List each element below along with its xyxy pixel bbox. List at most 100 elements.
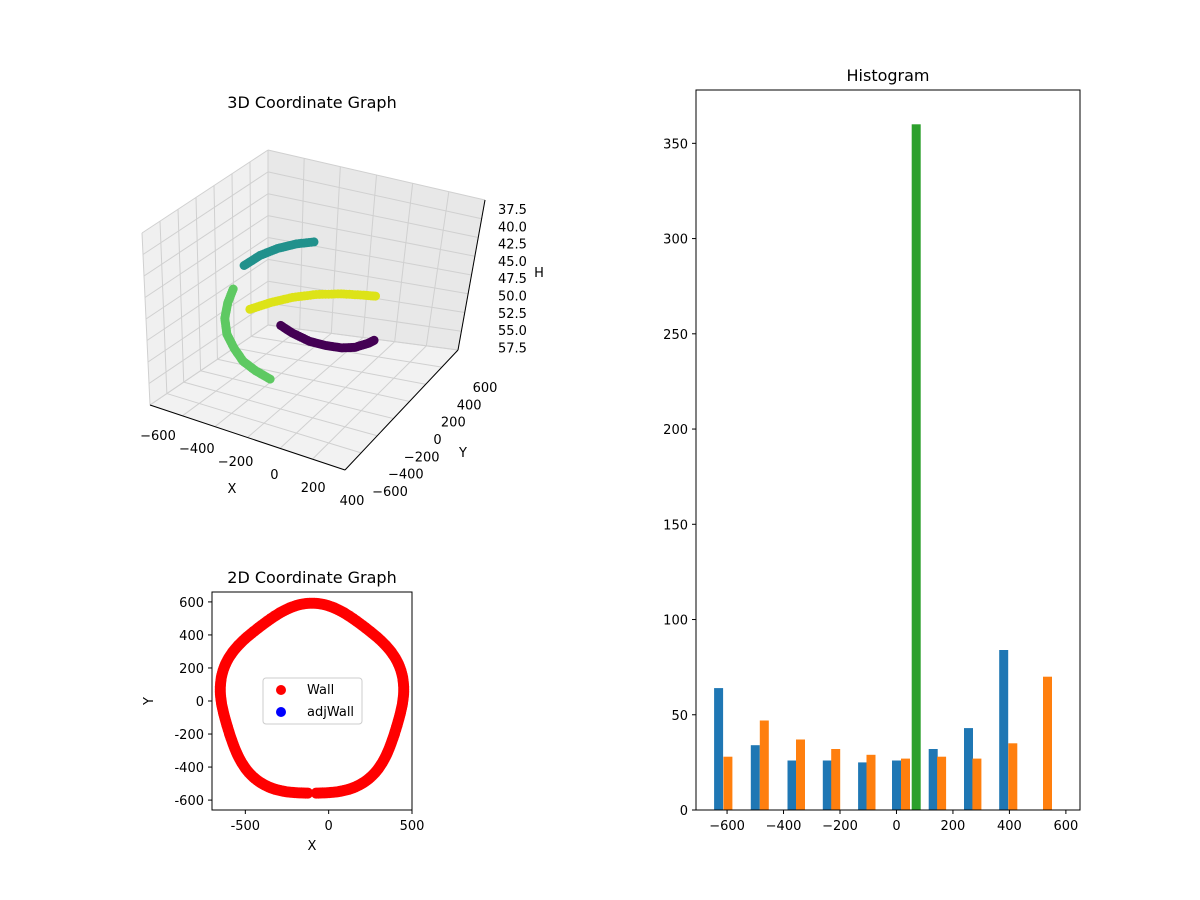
point-3d [371, 291, 380, 301]
y-tick-label: 400 [179, 629, 204, 644]
chart-3d-zlabel: H [534, 266, 544, 281]
chart-2d-ticks: -500 0 500 -600 -400 -200 0 200 400 600 [174, 596, 424, 834]
grid-line [279, 341, 396, 449]
chart-histogram-frame [695, 89, 1081, 811]
x-tick-label: 500 [400, 819, 425, 834]
grid-line [267, 149, 486, 201]
grid-line [145, 237, 269, 320]
chart-2d-marks [214, 597, 410, 799]
chart-3d-title: 3D Coordinate Graph [227, 93, 396, 112]
y-tick-label: -600 [174, 794, 204, 809]
point-3d [228, 284, 238, 294]
y-tick-label: 200 [179, 662, 204, 677]
chart-3d-xlabel: X [228, 482, 237, 497]
x-tick-label: −600 [140, 429, 176, 444]
y-tick-label: 350 [663, 137, 688, 152]
z-tick-label: 57.5 [498, 341, 527, 356]
grid-line [267, 302, 462, 332]
y-tick-label: −400 [388, 468, 424, 483]
x-tick-label: −400 [766, 819, 802, 834]
histogram-bar [822, 760, 832, 810]
chart-2d-title: 2D Coordinate Graph [227, 568, 396, 587]
z-tick-label: 55.0 [498, 324, 527, 339]
chart-histogram-title: Histogram [847, 66, 930, 85]
histogram-bar [892, 760, 901, 810]
histogram-bar [831, 749, 841, 810]
chart-3d-panes [141, 149, 486, 471]
histogram-bar [1008, 743, 1018, 810]
histogram-bar [723, 756, 733, 810]
chart-3d-ylabel: Y [458, 446, 467, 461]
chart-histogram: Histogram −600 −400 −200 0 200 400 600 0 50 100 15… [663, 66, 1081, 834]
histogram-bar [937, 756, 947, 810]
histogram-bar [972, 758, 982, 810]
y-tick-label: 250 [663, 328, 688, 343]
y-tick-label: -200 [174, 728, 204, 743]
grid-line [148, 302, 269, 384]
y-tick-label: 0 [196, 695, 204, 710]
chart-2d-coordinate: 2D Coordinate Graph -500 0 500 -600 -400 -200… [142, 568, 424, 854]
x-tick-label: 0 [892, 819, 900, 834]
chart-3d-coordinate: 3D Coordinate Graph −600−400−2000200400−… [140, 93, 544, 509]
grid-line [141, 149, 269, 234]
histogram-bar [928, 749, 938, 810]
legend-marker-adjwall [276, 707, 286, 717]
grid-line [200, 370, 394, 420]
histogram-bar [911, 124, 921, 811]
x-tick-label: 200 [941, 819, 966, 834]
y-tick-label: −200 [404, 450, 440, 465]
grid-line [143, 193, 269, 277]
x-tick-label: −600 [709, 819, 745, 834]
y-tick-label: 400 [457, 398, 482, 413]
chart-histogram-ticks: −600 −400 −200 0 200 400 600 0 50 100 150 200 250 300… [663, 137, 1078, 834]
y-tick-label: 600 [473, 381, 498, 396]
z-tick-label: 50.0 [498, 290, 527, 305]
y-tick-label: 150 [663, 518, 688, 533]
x-tick-label: -500 [231, 819, 261, 834]
left-pane [142, 150, 268, 405]
histogram-bar [858, 762, 868, 810]
point-3d [309, 237, 319, 247]
x-tick-label: −200 [218, 455, 254, 470]
chart-3d-ticks: −600−400−2000200400−600−400−200020040060… [140, 203, 527, 509]
histogram-bar [714, 688, 724, 810]
chart-2d-xlabel: X [308, 839, 317, 854]
grid-line [144, 215, 269, 298]
z-tick-label: 47.5 [498, 272, 527, 287]
y-tick-label: 100 [663, 614, 688, 629]
y-tick-label: 50 [671, 709, 688, 724]
grid-line [234, 347, 426, 385]
point-3d [276, 320, 286, 330]
z-axis-line [457, 199, 486, 351]
y-tick-label: 200 [663, 423, 688, 438]
z-tick-label: 45.0 [498, 255, 527, 270]
x-tick-label: 600 [1053, 819, 1078, 834]
grid-line [182, 328, 300, 417]
grid-line [312, 345, 427, 460]
grid-line [267, 258, 469, 295]
legend-box [262, 677, 363, 725]
legend-marker-wall [276, 685, 286, 695]
grid-line [166, 393, 362, 454]
grid-line [267, 324, 459, 351]
grid-line [267, 215, 475, 257]
chart-2d-legend: Wall adjWall [262, 677, 363, 725]
histogram-bar [964, 728, 973, 810]
y-axis-line [344, 349, 459, 471]
y-tick-label: 200 [441, 416, 466, 431]
z-tick-label: 40.0 [498, 220, 527, 235]
chart-3d-marks [220, 237, 380, 384]
chart-2d-ylabel: Y [142, 697, 157, 706]
x-tick-label: 400 [340, 494, 365, 509]
y-tick-label: 600 [179, 596, 204, 611]
grid-line [183, 381, 378, 437]
chart-histogram-marks [714, 124, 1052, 811]
histogram-bar [1043, 676, 1052, 810]
x-axis-line [149, 404, 346, 471]
z-tick-label: 52.5 [498, 307, 527, 322]
y-tick-label: -400 [174, 761, 204, 776]
grid-line [267, 193, 479, 238]
x-tick-label: 0 [325, 819, 333, 834]
grid-line [146, 258, 269, 341]
